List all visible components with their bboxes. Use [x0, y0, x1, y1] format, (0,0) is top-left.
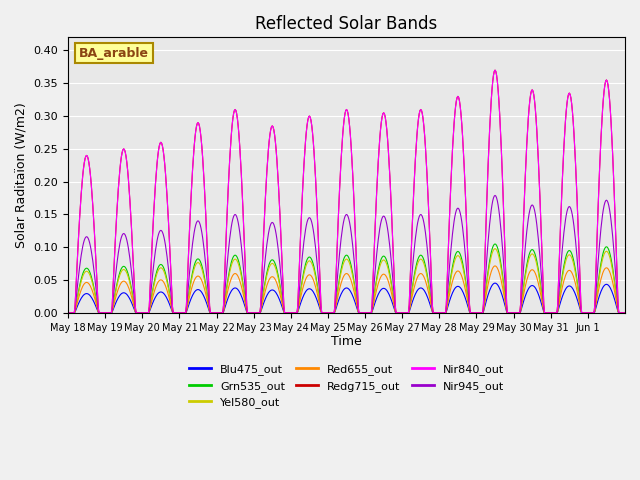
Blu475_out — [430, 310, 438, 316]
Yel580_out — [218, 310, 225, 316]
Redg715_out — [414, 123, 422, 129]
Nir945_out — [620, 310, 628, 316]
Grn535_out — [491, 241, 499, 247]
Blu475_out — [414, 287, 422, 293]
Red655_out — [188, 285, 196, 290]
Legend: Blu475_out, Grn535_out, Yel580_out, Red655_out, Redg715_out, Nir840_out, Nir945_: Blu475_out, Grn535_out, Yel580_out, Red6… — [184, 360, 509, 412]
Blu475_out — [74, 302, 82, 308]
Red655_out — [414, 274, 422, 280]
Nir945_out — [414, 220, 422, 226]
Line: Redg715_out: Redg715_out — [68, 70, 624, 313]
Line: Yel580_out: Yel580_out — [68, 249, 624, 313]
Red655_out — [64, 310, 72, 316]
Grn535_out — [218, 310, 225, 316]
Nir945_out — [218, 310, 225, 316]
Grn535_out — [64, 310, 72, 316]
Blu475_out — [620, 310, 628, 316]
Redg715_out — [74, 242, 82, 248]
Nir945_out — [188, 247, 196, 253]
Grn535_out — [131, 308, 139, 314]
Blu475_out — [491, 280, 499, 286]
Nir840_out — [64, 310, 72, 316]
Nir840_out — [188, 180, 196, 186]
Redg715_out — [64, 310, 72, 316]
Title: Reflected Solar Bands: Reflected Solar Bands — [255, 15, 438, 33]
Yel580_out — [64, 310, 72, 316]
Nir945_out — [131, 307, 139, 313]
Nir840_out — [131, 304, 139, 310]
Grn535_out — [430, 310, 438, 316]
Nir840_out — [414, 123, 422, 129]
Red655_out — [131, 309, 139, 314]
Line: Grn535_out: Grn535_out — [68, 244, 624, 313]
Grn535_out — [188, 273, 196, 279]
Grn535_out — [620, 310, 628, 316]
Redg715_out — [491, 67, 499, 73]
Nir840_out — [218, 310, 225, 316]
Yel580_out — [74, 292, 82, 298]
Nir840_out — [430, 310, 438, 316]
Yel580_out — [188, 276, 196, 281]
Yel580_out — [620, 310, 628, 316]
Nir840_out — [74, 242, 82, 248]
Blu475_out — [188, 294, 196, 300]
Nir840_out — [620, 310, 628, 316]
Nir945_out — [491, 192, 499, 198]
Red655_out — [620, 310, 628, 316]
X-axis label: Time: Time — [331, 336, 362, 348]
Yel580_out — [491, 246, 499, 252]
Blu475_out — [218, 310, 225, 316]
Redg715_out — [620, 310, 628, 316]
Text: BA_arable: BA_arable — [79, 47, 149, 60]
Grn535_out — [414, 257, 422, 263]
Line: Blu475_out: Blu475_out — [68, 283, 624, 313]
Red655_out — [491, 263, 499, 269]
Redg715_out — [218, 310, 225, 316]
Red655_out — [430, 310, 438, 316]
Line: Nir840_out: Nir840_out — [68, 70, 624, 313]
Redg715_out — [188, 180, 196, 186]
Yel580_out — [414, 261, 422, 266]
Yel580_out — [430, 310, 438, 316]
Nir945_out — [74, 277, 82, 283]
Blu475_out — [131, 309, 139, 315]
Grn535_out — [74, 291, 82, 297]
Line: Red655_out: Red655_out — [68, 266, 624, 313]
Y-axis label: Solar Raditaïon (W/m2): Solar Raditaïon (W/m2) — [15, 102, 28, 248]
Redg715_out — [430, 310, 438, 316]
Nir945_out — [430, 310, 438, 316]
Red655_out — [74, 297, 82, 302]
Blu475_out — [64, 310, 72, 316]
Line: Nir945_out: Nir945_out — [68, 195, 624, 313]
Nir945_out — [64, 310, 72, 316]
Red655_out — [218, 310, 225, 316]
Redg715_out — [131, 304, 139, 310]
Yel580_out — [131, 309, 139, 314]
Nir840_out — [491, 67, 499, 73]
